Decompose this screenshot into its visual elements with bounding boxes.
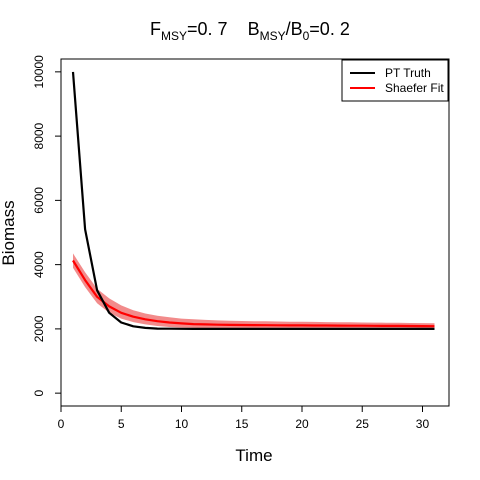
x-tick-label: 5 [118,417,125,431]
y-axis-label: Biomass [0,200,18,265]
legend-label-pt-truth: PT Truth [385,66,431,80]
legend-label-shaefer-fit: Shaefer Fit [385,81,444,95]
axes-layer: 0 5 10 15 20 25 30 0 2000 4000 6000 8000 10000 [32,55,429,431]
legend: PT Truth Shaefer Fit [341,59,449,102]
x-tick-label: 10 [175,417,189,431]
y-tick-label: 8000 [32,122,46,149]
x-tick-label: 0 [58,417,65,431]
series-line-shaefer-fit [72,259,435,328]
legend-box [341,59,449,102]
x-tick-label: 15 [235,417,249,431]
chart-title: FMSY=0. 7 BMSY/B0=0. 2 [150,19,350,43]
series-line-pt-truth [71,71,435,330]
shaefer-fit-confidence-band [73,253,435,330]
plot-frame [60,58,450,407]
y-tick-label: 4000 [32,251,46,278]
x-axis-label: Time [235,446,272,465]
x-tick-label: 20 [295,417,309,431]
x-tick-label: 30 [416,417,430,431]
y-tick-label: 10000 [32,55,46,89]
series-lines-layer [71,71,435,330]
y-tick-label: 6000 [32,187,46,214]
x-tick-label: 25 [356,417,370,431]
confidence-band-layer [73,253,435,330]
y-tick-label: 0 [32,389,46,396]
y-tick-label: 2000 [32,315,46,342]
